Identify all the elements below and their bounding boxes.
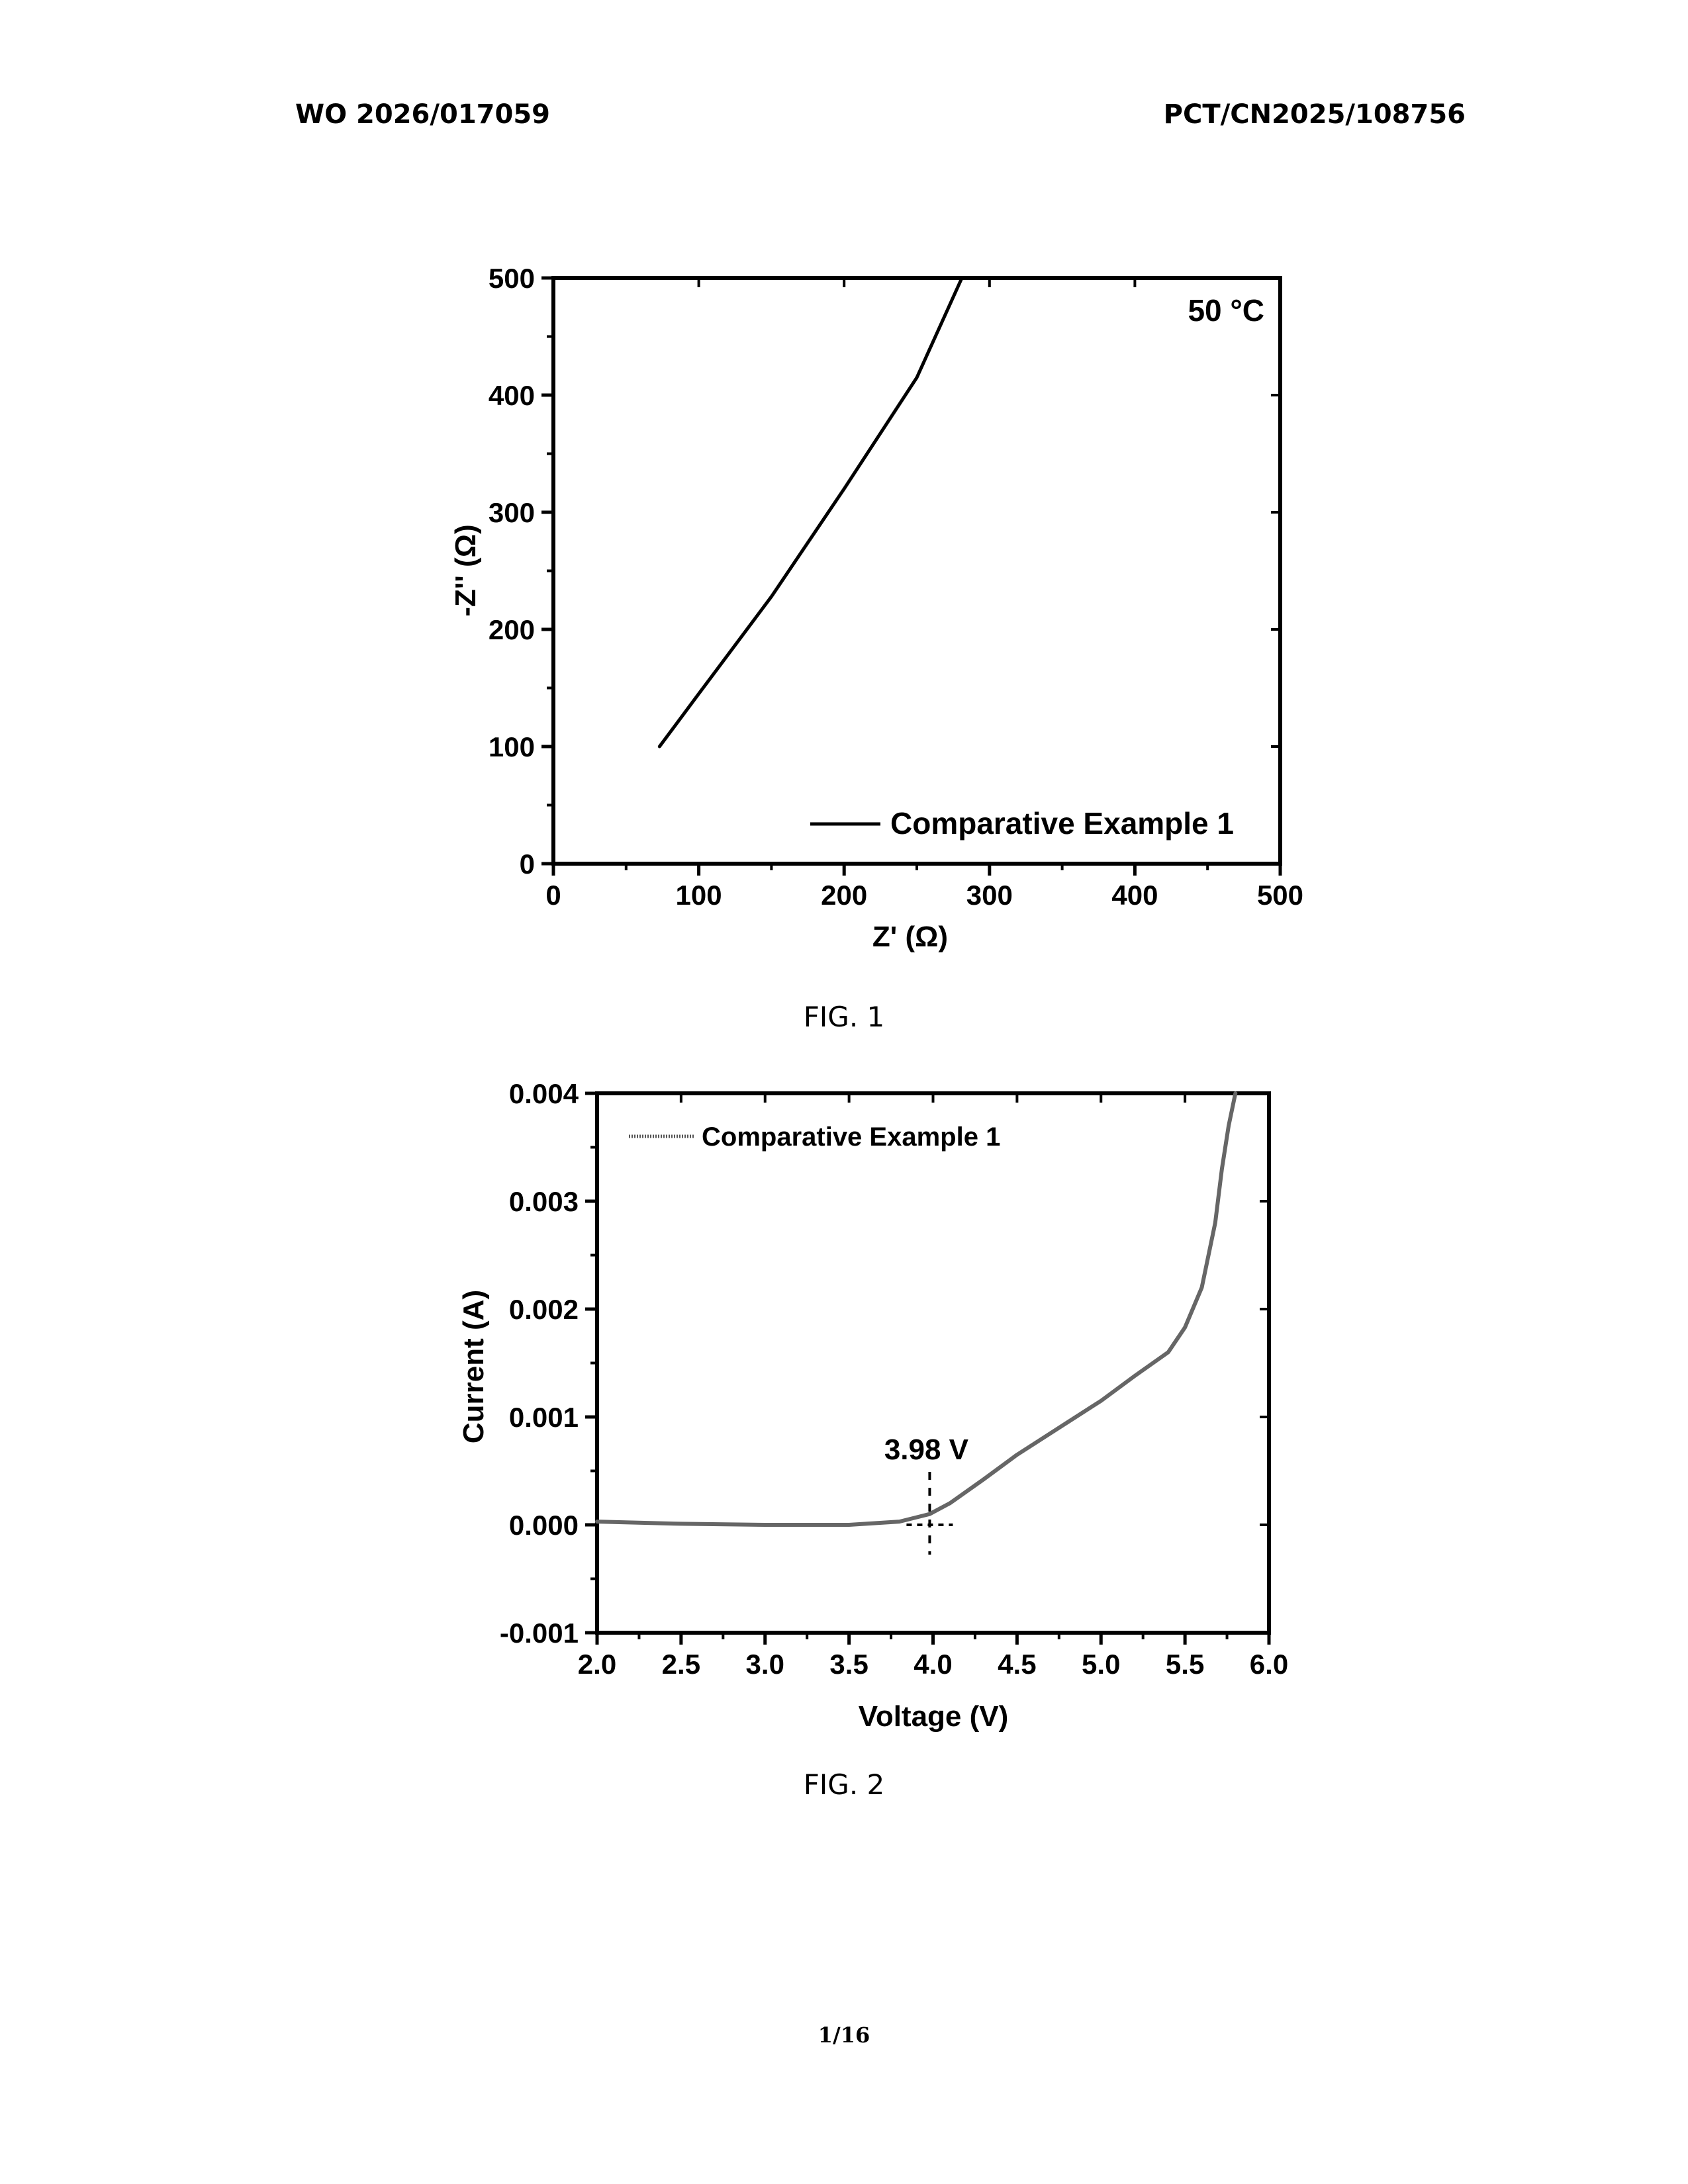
page-number: 1/16: [818, 2023, 870, 2048]
x-tick-label: 4.5: [998, 1649, 1036, 1680]
fig1-x-axis-label: Z' (Ω): [872, 921, 948, 953]
fig1-caption: FIG. 1: [803, 1001, 885, 1033]
y-tick-label: 100: [489, 731, 535, 762]
x-tick-label: 2.5: [662, 1649, 700, 1680]
fig2-onset-label: 3.98 V: [884, 1433, 969, 1466]
fig2-x-axis-label: Voltage (V): [859, 1700, 1009, 1733]
fig1-series: [657, 276, 964, 749]
x-tick-label: 3.0: [746, 1649, 784, 1680]
y-tick-label: 400: [489, 380, 535, 411]
fig1-legend-label: Comparative Example 1: [890, 806, 1234, 841]
document-id: WO 2026/017059: [295, 99, 550, 130]
fig2-legend-label: Comparative Example 1: [702, 1122, 1000, 1152]
x-tick-label: 5.5: [1166, 1649, 1204, 1680]
x-tick-label: 0: [545, 880, 561, 911]
application-id: PCT/CN2025/108756: [1163, 99, 1466, 130]
x-tick-label: 100: [676, 880, 722, 911]
y-tick-label: 0.004: [509, 1078, 579, 1109]
fig1-y-axis-label: -Z'' (Ω): [449, 524, 482, 616]
x-tick-label: 200: [821, 880, 867, 911]
x-tick-label: 400: [1111, 880, 1158, 911]
y-tick-label: 0: [520, 848, 535, 880]
x-tick-label: 5.0: [1082, 1649, 1120, 1680]
y-tick-label: 300: [489, 497, 535, 528]
y-tick-label: 200: [489, 614, 535, 645]
fig1-ticks: 0 100 200 300 400 500 0 100 200 300 400 500: [489, 263, 1303, 911]
y-tick-label: 0.002: [509, 1294, 579, 1325]
series-line-0: [657, 276, 964, 749]
fig1-temperature-label: 50 °C: [1188, 293, 1264, 328]
fig2-ticks: 2.0 2.5 3.0 3.5 4.0 4.5 5.0 5.5 6.0 -0.001 0.000 0.…: [500, 1078, 1288, 1680]
y-tick-label: 0.000: [509, 1510, 579, 1541]
fig2-plot-frame: [595, 1091, 1271, 1635]
x-tick-label: 500: [1257, 880, 1303, 911]
x-tick-label: 4.0: [914, 1649, 952, 1680]
y-tick-label: 500: [489, 263, 535, 294]
fig2-onset-marker: [906, 1472, 953, 1555]
x-tick-label: 2.0: [578, 1649, 616, 1680]
x-tick-label: 3.5: [829, 1649, 868, 1680]
series-line-0: [595, 1091, 1238, 1527]
x-tick-label: 6.0: [1250, 1649, 1288, 1680]
x-tick-label: 300: [966, 880, 1013, 911]
y-tick-label: -0.001: [500, 1617, 579, 1649]
fig2-caption: FIG. 2: [803, 1768, 885, 1801]
y-tick-label: 0.001: [509, 1402, 579, 1433]
fig2-series: [595, 1091, 1238, 1527]
y-tick-label: 0.003: [509, 1186, 579, 1217]
fig2-y-axis-label: Current (A): [457, 1290, 490, 1443]
